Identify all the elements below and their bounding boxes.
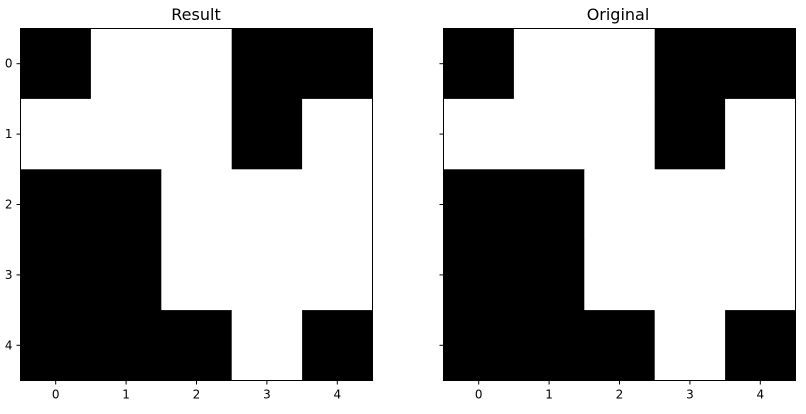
result-x-tick-label: 3 — [263, 388, 271, 402]
result-x-tick-label: 0 — [52, 388, 60, 402]
original-cell-r3-c2 — [584, 239, 656, 311]
result-cell-r1-c2 — [161, 98, 233, 170]
result-y-tick-label: 0 — [5, 57, 13, 71]
result-cell-r2-c1 — [90, 169, 162, 241]
original-cell-r2-c3 — [654, 169, 726, 241]
original-cell-r4-c2 — [584, 310, 656, 381]
original-title: Original — [587, 5, 650, 24]
result-y-tick-label: 1 — [5, 127, 13, 141]
original-panel: Original 0 1 2 3 4 — [439, 5, 796, 402]
result-x-axis: 0 1 2 3 4 — [52, 380, 341, 402]
result-cell-r2-c4 — [302, 169, 373, 241]
original-cell-r2-c1 — [513, 169, 585, 241]
original-x-tick-label: 3 — [686, 388, 694, 402]
result-x-tick-label: 1 — [122, 388, 130, 402]
result-cell-r2-c0 — [20, 169, 92, 241]
result-x-tick-label: 4 — [333, 388, 341, 402]
result-title: Result — [171, 5, 220, 24]
original-x-tick-label: 1 — [545, 388, 553, 402]
original-cell-r0-c0 — [443, 28, 515, 100]
result-cell-r4-c4 — [302, 310, 373, 381]
original-x-tick-label: 4 — [756, 388, 764, 402]
result-cell-r1-c3 — [231, 98, 303, 170]
original-cell-r1-c2 — [584, 98, 656, 170]
original-cell-r4-c4 — [725, 310, 796, 381]
result-cell-r1-c0 — [20, 98, 92, 170]
result-y-axis: 0 1 2 3 4 — [5, 57, 21, 352]
result-y-tick-label: 4 — [5, 338, 13, 352]
result-cell-r2-c3 — [231, 169, 303, 241]
original-cell-r3-c4 — [725, 239, 796, 311]
original-cell-r2-c0 — [443, 169, 515, 241]
original-cell-r0-c2 — [584, 28, 656, 100]
result-y-tick-label: 3 — [5, 268, 13, 282]
result-heatmap — [20, 28, 373, 381]
result-cell-r3-c4 — [302, 239, 373, 311]
result-cell-r3-c0 — [20, 239, 92, 311]
original-cell-r1-c0 — [443, 98, 515, 170]
result-cell-r0-c1 — [90, 28, 162, 100]
result-cell-r0-c3 — [231, 28, 303, 100]
original-x-axis: 0 1 2 3 4 — [475, 380, 764, 402]
original-cell-r4-c1 — [513, 310, 585, 381]
result-cell-r0-c4 — [302, 28, 373, 100]
original-cell-r1-c3 — [654, 98, 726, 170]
original-y-axis — [439, 63, 444, 346]
result-cell-r4-c3 — [231, 310, 303, 381]
result-cell-r3-c2 — [161, 239, 233, 311]
original-cell-r3-c1 — [513, 239, 585, 311]
original-cell-r0-c3 — [654, 28, 726, 100]
original-cell-r2-c2 — [584, 169, 656, 241]
result-cell-r4-c2 — [161, 310, 233, 381]
original-cell-r1-c1 — [513, 98, 585, 170]
original-x-tick-label: 2 — [616, 388, 624, 402]
result-cell-r4-c0 — [20, 310, 92, 381]
original-cell-r3-c3 — [654, 239, 726, 311]
original-cell-r2-c4 — [725, 169, 796, 241]
result-panel: Result 0 1 2 3 4 0 1 2 3 4 — [5, 5, 373, 402]
result-y-tick-label: 2 — [5, 198, 13, 212]
original-cell-r4-c3 — [654, 310, 726, 381]
result-cell-r0-c2 — [161, 28, 233, 100]
result-cell-r4-c1 — [90, 310, 162, 381]
result-cell-r1-c4 — [302, 98, 373, 170]
result-cell-r1-c1 — [90, 98, 162, 170]
original-x-tick-label: 0 — [475, 388, 483, 402]
original-cell-r1-c4 — [725, 98, 796, 170]
result-cell-r2-c2 — [161, 169, 233, 241]
original-cell-r0-c1 — [513, 28, 585, 100]
result-cell-r0-c0 — [20, 28, 92, 100]
original-cell-r3-c0 — [443, 239, 515, 311]
result-x-tick-label: 2 — [193, 388, 201, 402]
original-heatmap — [443, 28, 796, 381]
original-cell-r4-c0 — [443, 310, 515, 381]
result-cell-r3-c3 — [231, 239, 303, 311]
original-cell-r0-c4 — [725, 28, 796, 100]
result-cell-r3-c1 — [90, 239, 162, 311]
